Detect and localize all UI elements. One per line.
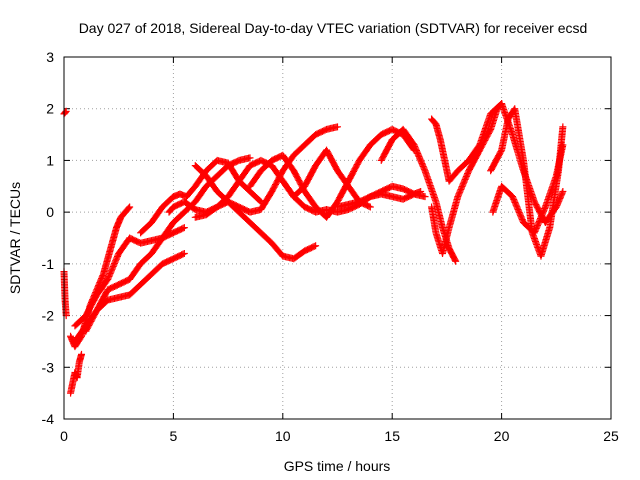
y-tick-label-2: -2 [42,308,55,324]
series-arc-17 [428,100,506,258]
ticks-layer [63,56,612,420]
x-tick-label-4: 20 [494,428,510,444]
series-arc-2 [60,268,70,320]
data-point-markers-2 [67,350,86,397]
series-arc-4 [67,203,134,351]
series-arc-14 [334,187,425,211]
data-point-markers-9 [191,123,341,216]
y-tick-label-5: 1 [46,152,54,168]
y-tick-label-3: -1 [42,256,55,272]
y-tick-label-1: -3 [42,359,55,375]
data-point-markers-16 [428,100,506,258]
data-point-markers-7 [137,156,265,237]
y-tick-label-6: 2 [46,101,54,117]
x-tick-label-1: 5 [170,428,178,444]
data-point-markers-10 [191,146,374,221]
data-point-markers-11 [246,125,418,221]
x-tick-label-0: 0 [60,428,68,444]
data-point-markers-1 [60,268,70,320]
series-arc-7 [82,154,254,335]
points-layer [60,100,567,397]
data-point-markers-3 [67,203,134,351]
x-tick-label-5: 25 [603,428,619,444]
x-tick-label-2: 10 [275,428,291,444]
x-tick-label-3: 15 [384,428,400,444]
grid-layer [64,57,611,419]
y-tick-labels: -4 -3 -2 -1 0 1 2 3 [42,49,55,427]
series-arc-11 [191,146,374,221]
data-point-markers-18 [489,141,567,237]
y-tick-label-4: 0 [46,204,54,220]
data-point-markers-13 [334,187,425,211]
x-tick-labels: 0 5 10 15 20 25 [60,428,619,444]
x-axis-label: GPS time / hours [284,458,391,474]
series-arc-10 [191,123,341,216]
y-tick-label-7: 3 [46,49,54,65]
series-arc-3 [67,350,86,397]
plot-frame [63,56,612,420]
series-arc-8 [137,156,265,237]
data-point-markers-4 [71,224,188,330]
data-point-markers-0 [60,107,70,118]
chart-title: Day 027 of 2018, Sidereal Day-to-day VTE… [79,20,588,36]
series-arc-19 [489,141,567,237]
y-tick-label-0: -4 [42,411,55,427]
data-point-markers-6 [82,154,254,335]
series-arc-5 [71,224,188,330]
series-arc-1 [60,107,70,118]
y-axis-label: SDTVAR / TECUs [7,182,23,294]
series-arc-12 [246,125,418,221]
